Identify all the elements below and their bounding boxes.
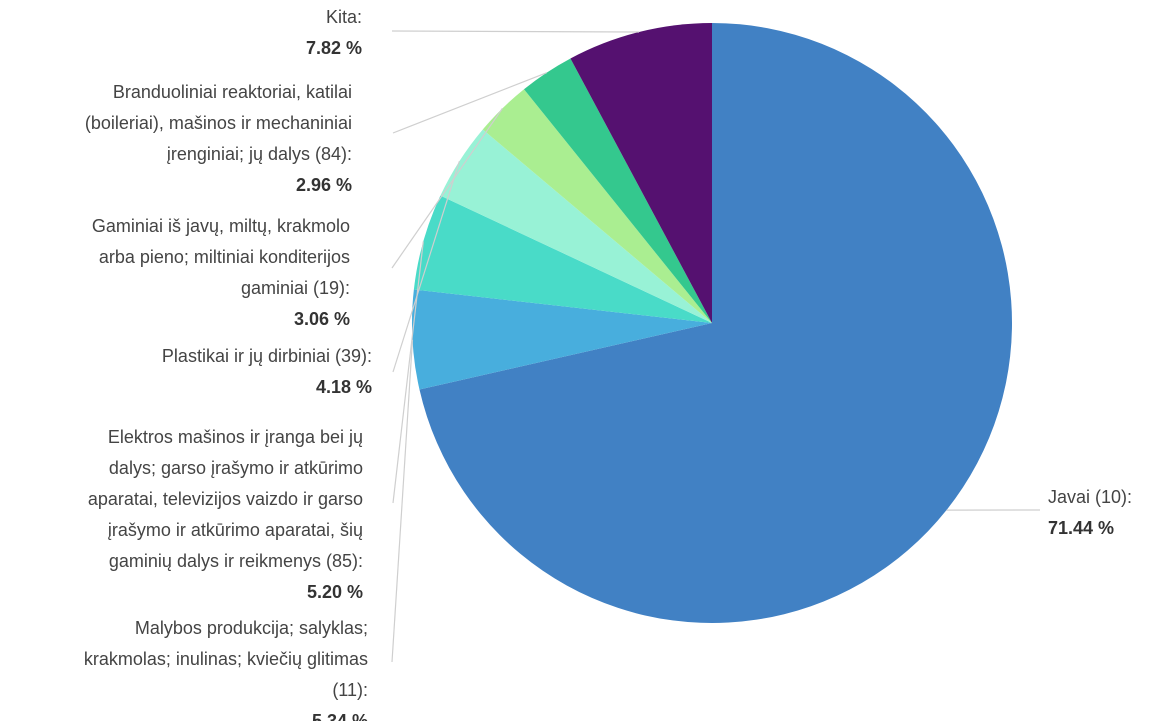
slice-label-text: Branduoliniai reaktoriai, katilai (113, 82, 352, 102)
slice-label-text: aparatai, televizijos vaizdo ir garso (88, 489, 363, 509)
slice-label-text: Elektros mašinos ir įranga bei jų (108, 427, 363, 447)
pie-slice-1 (412, 289, 712, 390)
slice-label-text: krakmolas; inulinas; kviečių glitimas (84, 649, 368, 669)
pie-slice-6 (570, 23, 712, 323)
slice-label-text: arba pieno; miltiniai konditerijos (99, 247, 350, 267)
pie-slice-5 (523, 58, 712, 323)
slice-label-4: Gaminiai iš javų, miltų, krakmolo arba pi… (92, 216, 350, 329)
slice-label-text: gaminiai (19): (241, 278, 350, 298)
leader-line-6 (391, 30, 640, 33)
slice-label-5: Branduoliniai reaktoriai, katilai (boiler… (85, 82, 352, 195)
slice-value-label: 3.06 % (294, 309, 350, 329)
pie-slice-2 (413, 195, 712, 323)
leader-lines (391, 30, 1041, 663)
slice-label-text: Kita: (326, 7, 362, 27)
leader-line-2 (392, 241, 424, 504)
pie-slice-3 (440, 129, 712, 323)
slice-label-text: (11): (332, 680, 368, 700)
slice-value-label: 7.82 % (306, 38, 362, 58)
leader-line-5 (392, 72, 547, 134)
slice-label-text: (boileriai), mašinos ir mechaniniai (85, 113, 352, 133)
slice-value-label: 5.34 % (312, 711, 368, 721)
pie-slices (412, 23, 1013, 623)
slice-label-3: Plastikai ir jų dirbiniai (39): 4.18 % (162, 346, 372, 397)
slice-label-text: dalys; garso įrašymo ir atkūrimo (109, 458, 363, 478)
leader-line-1 (391, 339, 414, 663)
slice-labels: Javai (10): 71.44 % Malybos produkcija; sa… (84, 7, 1132, 721)
slice-label-text: gaminių dalys ir reikmenys (85): (109, 551, 363, 571)
slice-label-text: Plastikai ir jų dirbiniai (39): (162, 346, 372, 366)
leader-line-4 (391, 108, 503, 269)
slice-label-6: Kita: 7.82 % (306, 7, 362, 58)
slice-value-label: 2.96 % (296, 175, 352, 195)
slice-label-text: Javai (10): (1048, 487, 1132, 507)
slice-label-2: Elektros mašinos ir įranga bei jų dalys; … (88, 427, 363, 602)
pie-slice-4 (482, 89, 712, 324)
slice-label-text: įrašymo ir atkūrimo aparatai, šių (108, 520, 363, 540)
pie-slice-0 (419, 23, 1013, 623)
slice-label-1: Malybos produkcija; salyklas; krakmolas; … (84, 618, 368, 721)
slice-label-text: įrenginiai; jų dalys (84): (167, 144, 352, 164)
slice-label-text: Gaminiai iš javų, miltų, krakmolo (92, 216, 350, 236)
slice-value-label: 71.44 % (1048, 518, 1114, 538)
slice-value-label: 5.20 % (307, 582, 363, 602)
slice-label-text: Malybos produkcija; salyklas; (135, 618, 368, 638)
leader-line-3 (392, 160, 460, 373)
slice-label-0: Javai (10): 71.44 % (1048, 487, 1132, 538)
slice-value-label: 4.18 % (316, 377, 372, 397)
